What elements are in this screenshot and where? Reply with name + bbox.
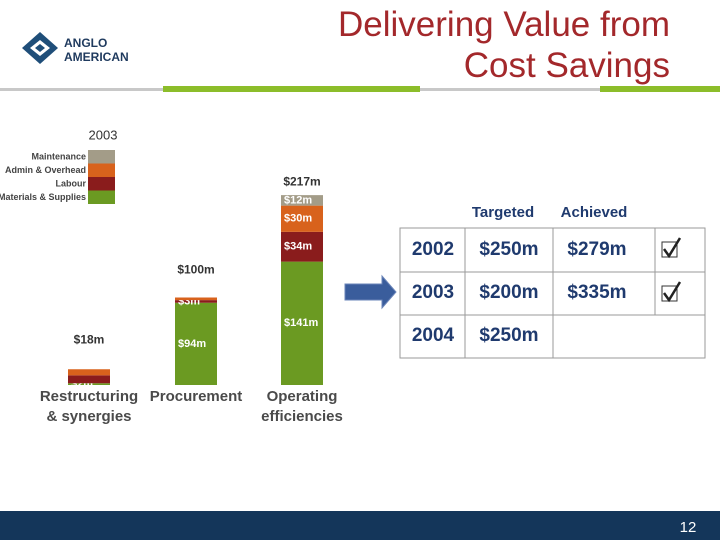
arrow xyxy=(344,274,397,310)
value-label: $7m xyxy=(71,352,93,364)
bar-segment xyxy=(68,383,110,385)
checkmark xyxy=(661,237,682,259)
category-label: Procurement xyxy=(149,388,243,405)
title-line: Delivering Value from xyxy=(338,5,670,44)
logo-icon xyxy=(22,32,58,64)
value-label: $12m xyxy=(284,194,312,206)
value-label: $30m xyxy=(284,213,312,225)
title-line: Cost Savings xyxy=(463,46,670,85)
value-label: $3m xyxy=(178,295,200,307)
table-grid xyxy=(399,227,706,359)
legend-swatch xyxy=(88,177,115,191)
band-accent xyxy=(600,86,720,92)
legend-label: Admin & Overhead xyxy=(5,165,86,175)
table-header: Targeted xyxy=(472,204,534,221)
table-cell: $250m xyxy=(479,239,538,260)
legend-swatch xyxy=(88,150,115,164)
table-cell: 2004 xyxy=(412,325,455,346)
table-cell: $279m xyxy=(567,239,626,260)
page-number: 12 xyxy=(680,519,697,536)
footer-bar xyxy=(0,511,720,540)
value-label: $34m xyxy=(284,241,312,253)
bar-segment xyxy=(175,300,217,303)
total-label: $18m xyxy=(74,332,105,346)
title: Delivering Value from Cost Savings xyxy=(338,4,670,86)
table-header: Achieved xyxy=(561,204,628,221)
value-label: $94m xyxy=(178,338,206,350)
bar-segment xyxy=(175,302,217,385)
table-cell: $250m xyxy=(479,325,538,346)
checkmark xyxy=(661,281,682,303)
table-cell: $335m xyxy=(567,282,626,303)
logo-text: ANGLO xyxy=(64,36,107,50)
legend-swatch xyxy=(88,190,115,204)
table-cell: 2003 xyxy=(412,282,454,303)
table-cell: 2002 xyxy=(412,239,454,260)
category-label: Operating efficiencies xyxy=(261,388,343,425)
category-label: Restructuring & synergies xyxy=(39,388,139,425)
bar-segment xyxy=(281,195,323,206)
bar-segment xyxy=(175,297,217,301)
legend-title: 2003 xyxy=(89,127,118,142)
logo-text: AMERICAN xyxy=(64,50,129,64)
legend-swatch xyxy=(88,163,115,177)
legend-label: Labour xyxy=(56,178,87,188)
bar-segment xyxy=(68,375,110,384)
bar-segment xyxy=(281,231,323,262)
value-label: $141m xyxy=(284,317,318,329)
band-accent xyxy=(163,86,420,92)
legend-label: Materials & Supplies xyxy=(0,192,86,202)
total-label: $217m xyxy=(283,175,320,189)
table-cell: $200m xyxy=(479,282,538,303)
bar-segment xyxy=(281,261,323,385)
total-label: $100m xyxy=(177,263,214,277)
value-label: $3m xyxy=(178,282,200,294)
bar-segment xyxy=(281,205,323,232)
legend-label: Maintenance xyxy=(31,151,86,161)
bar-segment xyxy=(68,369,110,376)
